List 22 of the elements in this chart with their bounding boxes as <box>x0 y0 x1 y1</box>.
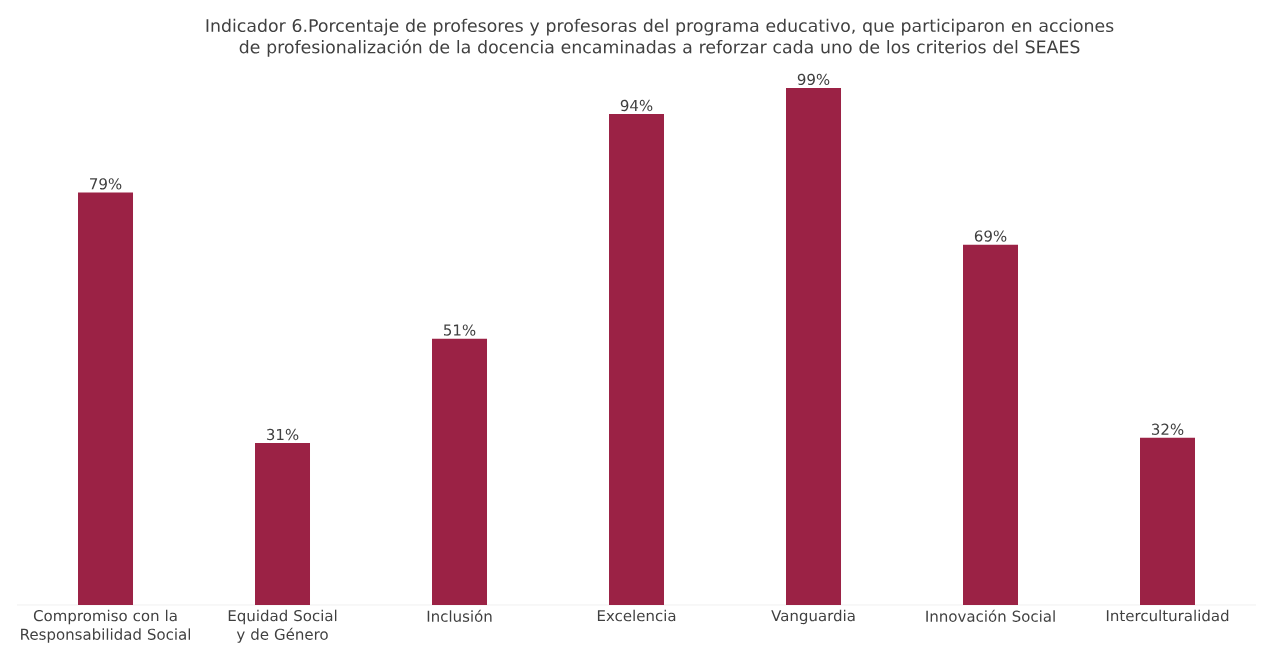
bar <box>255 443 311 605</box>
x-tick-label: Excelencia <box>597 609 676 622</box>
data-label: 94% <box>620 99 653 112</box>
x-tick-label: Vanguardia <box>771 609 855 625</box>
x-tick-label: Compromiso con la Responsabilidad Social <box>21 609 191 643</box>
x-tick-label: Innovación Social <box>926 609 1055 622</box>
data-label: 51% <box>443 324 476 336</box>
bar <box>609 114 665 605</box>
x-tick-label: Equidad Social y de Género <box>228 609 337 643</box>
bar <box>432 338 488 605</box>
bar <box>963 244 1019 605</box>
bar <box>1140 437 1196 605</box>
data-label: 31% <box>266 428 299 441</box>
data-label: 99% <box>797 73 830 86</box>
data-label: 79% <box>90 178 122 190</box>
bar <box>78 192 134 605</box>
chart-title: Indicador 6.Porcentaje de profesores y profesoras del programa educativo, que participaron en acciones de profesionalización de la docencia encaminadas a reforzar cada uno de los criterios del SEAES <box>206 18 1114 57</box>
x-tick-label: Inclusión <box>427 609 492 622</box>
bar <box>786 87 842 605</box>
data-label: 32% <box>1151 423 1184 435</box>
x-tick-label: Interculturalidad <box>1106 609 1229 622</box>
data-label: 69% <box>974 230 1007 242</box>
